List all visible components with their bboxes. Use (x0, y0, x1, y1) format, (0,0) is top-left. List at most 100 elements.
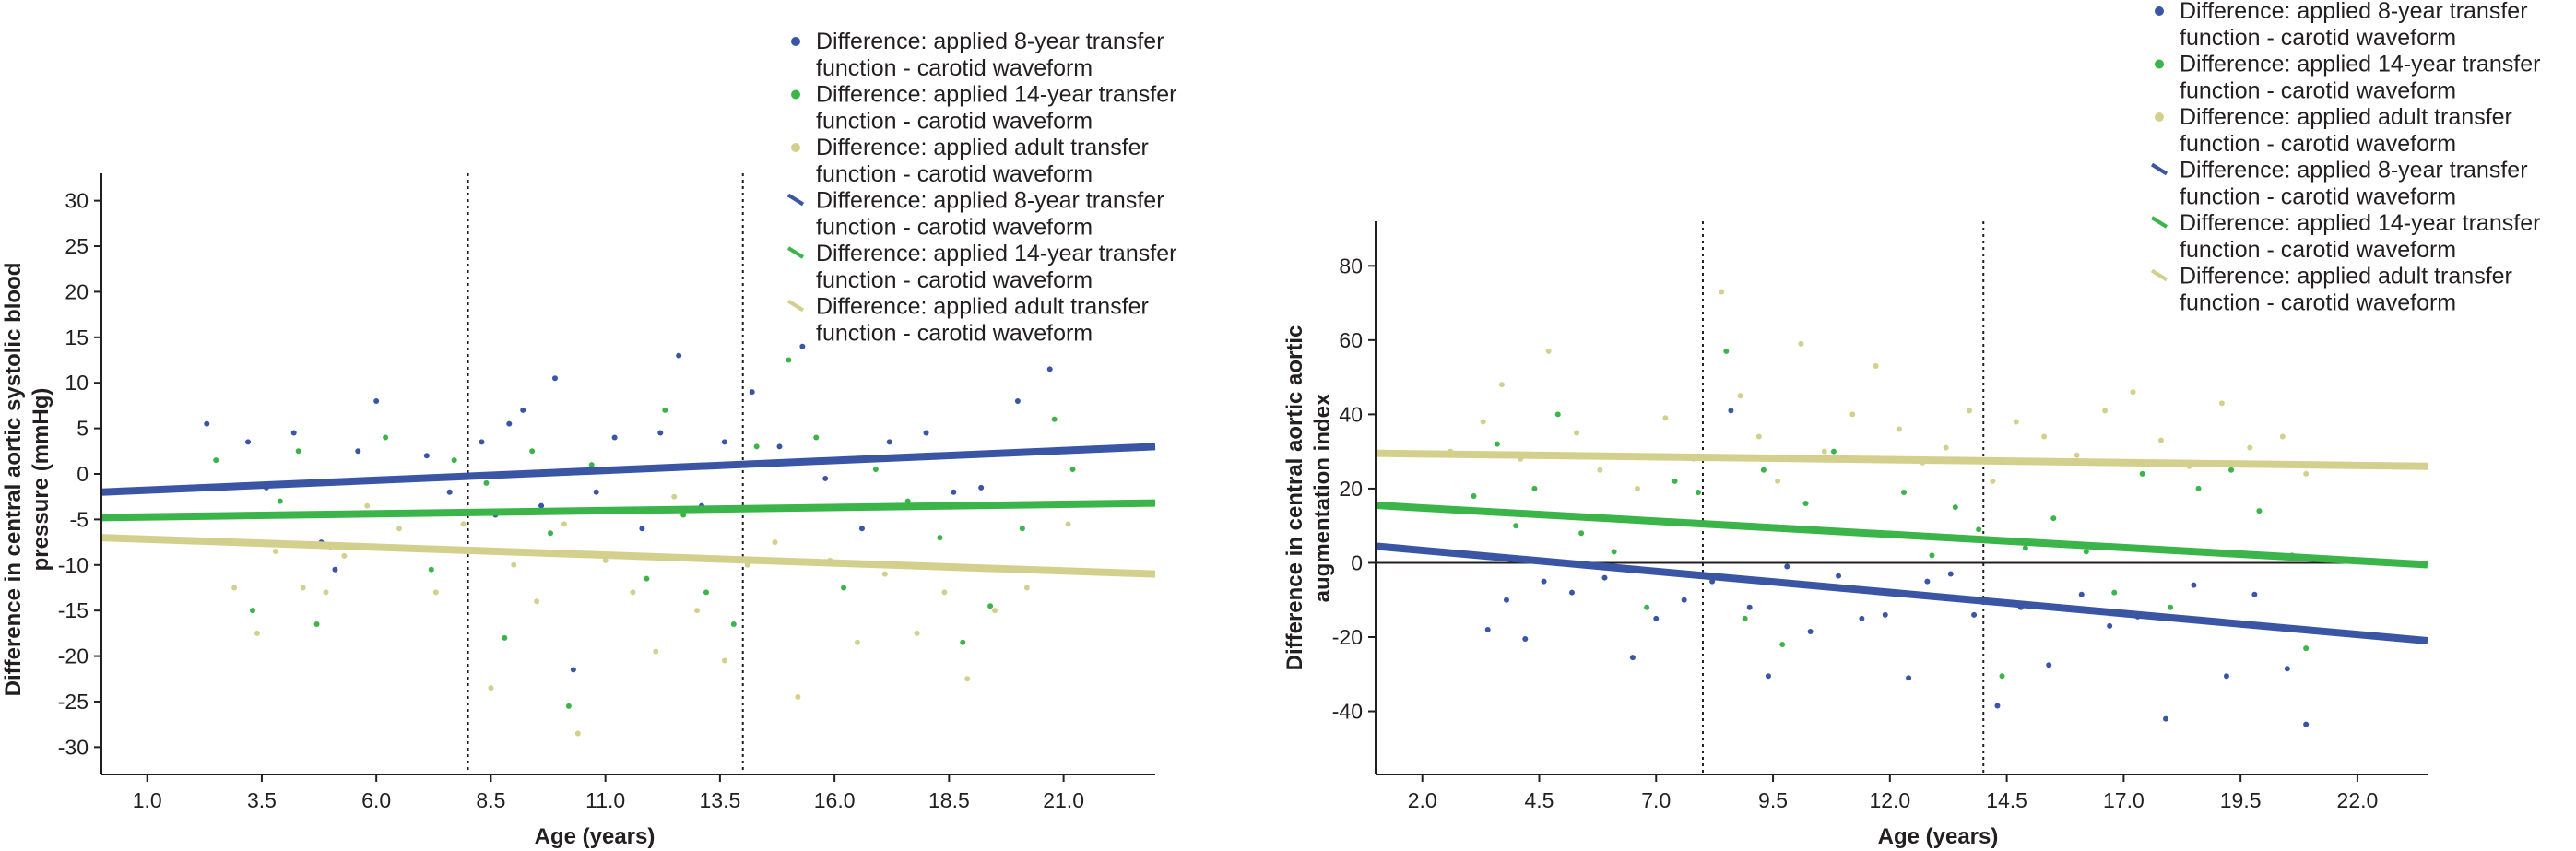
right-y-tick-label: 0 (1351, 550, 1363, 574)
left-trendline-green (100, 499, 1156, 522)
right-point-green-1 (1494, 441, 1500, 447)
right-point-blue-8 (1681, 597, 1687, 603)
left-point-green-25 (841, 585, 847, 591)
left-point-green-13 (548, 530, 554, 537)
right-x-tick-label: 19.5 (2220, 788, 2262, 812)
left-y-tick-label: 5 (77, 417, 89, 441)
right-point-green-2 (1513, 523, 1519, 529)
left-point-green-20 (703, 589, 709, 596)
right-point-tan-26 (2102, 408, 2109, 414)
left-legend-dot-blue (791, 37, 800, 46)
left-x-tick-label: 8.5 (476, 788, 505, 812)
left-point-tan-1 (254, 630, 260, 636)
left-point-tan-5 (341, 552, 348, 559)
right-point-green-11 (1742, 615, 1748, 621)
left-point-blue-1 (245, 439, 252, 445)
left-y-tick-label: -25 (58, 690, 89, 714)
right-axes: 2.0 4.5 7.0 9.5 12.0 14.5 17.0 19.5 22.0 80 60 40 20… (1332, 221, 2428, 812)
right-point-tan-15 (1821, 448, 1827, 455)
left-point-blue-19 (639, 526, 645, 532)
left-y-axis-title-line1: Difference in central aortic systolic bl… (1, 263, 26, 697)
left-axes: 1.0 3.5 6.0 8.5 11.0 13.5 16.0 18.5 21.0 30 25 20 15… (58, 173, 1155, 812)
right-point-blue-29 (2191, 582, 2197, 588)
left-point-tan-0 (231, 585, 238, 591)
left-y-tick-label: -30 (58, 735, 89, 759)
left-point-blue-9 (446, 489, 453, 495)
left-point-green-12 (529, 448, 536, 455)
right-point-green-3 (1531, 485, 1538, 491)
right-point-tan-24 (2041, 433, 2048, 440)
right-point-tan-31 (2247, 444, 2253, 451)
left-point-tan-16 (630, 589, 636, 596)
left-point-blue-13 (520, 407, 526, 413)
left-point-blue-28 (858, 526, 865, 532)
left-y-tick-label: -20 (58, 644, 89, 668)
left-point-blue-0 (204, 420, 210, 427)
left-point-tan-19 (694, 608, 701, 614)
left-point-green-1 (249, 608, 255, 614)
right-point-green-4 (1554, 411, 1561, 418)
left-point-blue-14 (538, 502, 545, 509)
left-point-tan-23 (795, 694, 801, 701)
left-point-blue-21 (676, 352, 682, 359)
left-point-green-0 (213, 457, 219, 464)
right-point-green-33 (2303, 645, 2310, 652)
left-point-blue-12 (506, 420, 513, 427)
right-point-blue-7 (1653, 615, 1660, 621)
right-point-green-23 (2022, 545, 2028, 551)
left-legend-line-blue (786, 193, 805, 207)
right-point-green-5 (1578, 530, 1585, 537)
left-point-tan-27 (914, 630, 920, 636)
left-point-tan-31 (1023, 585, 1030, 591)
right-point-tan-18 (1896, 426, 1902, 432)
right-point-blue-6 (1629, 655, 1636, 661)
right-point-blue-22 (1994, 703, 2001, 709)
left-point-blue-8 (423, 453, 430, 459)
right-point-green-7 (1644, 604, 1650, 610)
right-x-tick-label: 17.0 (2103, 788, 2145, 812)
right-legend-dot-green (2155, 59, 2164, 69)
right-point-blue-5 (1601, 574, 1608, 581)
right-point-green-8 (1672, 478, 1678, 484)
left-legend-label: Difference: applied 8-year transfer funct… (816, 29, 1164, 81)
right-point-green-14 (1802, 501, 1809, 507)
left-point-tan-17 (653, 648, 659, 655)
right-y-axis-title-line2: augmentation index (1310, 393, 1335, 602)
right-point-green-29 (2195, 485, 2202, 491)
right-trendline-green (1375, 502, 2428, 569)
left-point-tan-30 (992, 608, 998, 614)
left-legend-label: Difference: applied adult transfer functi… (816, 135, 1149, 187)
left-legend-line-green (786, 246, 805, 259)
right-point-tan-21 (1967, 408, 1973, 414)
right-y-tick-label: 80 (1339, 254, 1363, 278)
left-point-green-24 (813, 434, 820, 441)
right-point-tan-4 (1545, 348, 1552, 354)
left-point-tan-28 (941, 589, 948, 596)
left-point-blue-27 (822, 475, 829, 481)
left-point-tan-15 (602, 557, 609, 563)
right-point-blue-17 (1882, 611, 1888, 618)
right-point-green-10 (1723, 348, 1730, 354)
right-point-blue-32 (2284, 666, 2290, 672)
right-x-tick-label: 2.0 (1408, 788, 1437, 812)
right-point-tan-11 (1737, 393, 1743, 399)
left-x-tick-label: 16.0 (814, 788, 856, 812)
right-point-blue-11 (1746, 604, 1753, 610)
right-legend-label: Difference: applied adult transfer functi… (2180, 264, 2512, 316)
left-y-tick-label: 15 (65, 325, 89, 349)
left-point-green-11 (502, 634, 508, 641)
left-point-tan-3 (300, 585, 306, 591)
right-point-tan-33 (2303, 470, 2310, 477)
left-y-tick-label: 25 (65, 234, 89, 258)
left-point-blue-30 (923, 430, 929, 436)
right-point-green-0 (1471, 492, 1477, 499)
left-legend-label: Difference: applied adult transfer functi… (816, 294, 1149, 347)
right-point-blue-30 (2223, 673, 2229, 680)
right-x-tick-label: 22.0 (2337, 788, 2379, 812)
right-point-blue-20 (1947, 571, 1954, 577)
left-point-blue-23 (721, 439, 727, 445)
left-point-blue-33 (1014, 397, 1021, 404)
left-x-tick-label: 18.5 (928, 788, 970, 812)
left-scatter-points (204, 343, 1076, 737)
